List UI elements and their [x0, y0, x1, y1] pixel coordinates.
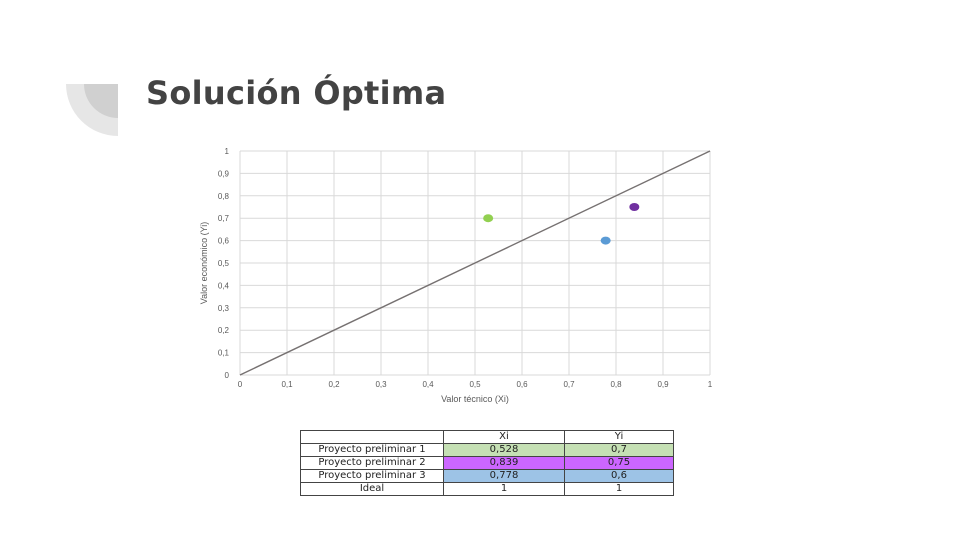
x-tick-label: 0,7 — [563, 380, 575, 389]
row-name: Ideal — [300, 482, 444, 496]
xi-cell: 0,839 — [443, 456, 565, 470]
corner-decoration — [66, 84, 118, 136]
table-header-cell: Yi — [564, 430, 674, 444]
slide-title: Solución Óptima — [146, 74, 447, 112]
y-tick-label: 0,9 — [218, 169, 230, 178]
table-header-row: Xi Yi — [300, 430, 674, 444]
y-tick-label: 0,8 — [218, 192, 230, 201]
x-tick-label: 0,9 — [657, 380, 669, 389]
x-tick-label: 0,4 — [422, 380, 434, 389]
x-tick-label: 0,5 — [469, 380, 481, 389]
y-tick-label: 0,7 — [218, 214, 230, 223]
x-tick-label: 1 — [708, 380, 713, 389]
yi-cell: 0,75 — [564, 456, 674, 470]
reference-line — [239, 150, 711, 376]
xi-cell: 0,778 — [443, 469, 565, 483]
y-tick-label: 1 — [225, 147, 230, 156]
table-row: Proyecto preliminar 2 0,839 0,75 — [300, 456, 674, 470]
x-tick-label: 0,1 — [281, 380, 293, 389]
y-tick-label: 0,1 — [218, 349, 230, 358]
y-tick-label: 0 — [225, 371, 230, 380]
data-point — [483, 214, 494, 223]
table-row: Proyecto preliminar 3 0,778 0,6 — [300, 469, 674, 483]
x-tick-label: 0,8 — [610, 380, 622, 389]
xi-cell: 0,528 — [443, 443, 565, 457]
table-row: Ideal 1 1 — [300, 482, 674, 496]
row-name: Proyecto preliminar 3 — [300, 469, 444, 483]
y-tick-label: 0,3 — [218, 304, 230, 313]
xi-cell: 1 — [443, 482, 565, 496]
data-point — [600, 236, 611, 245]
row-name: Proyecto preliminar 2 — [300, 456, 444, 470]
row-name: Proyecto preliminar 1 — [300, 443, 444, 457]
x-tick-label: 0 — [238, 380, 243, 389]
y-tick-label: 0,4 — [218, 281, 230, 290]
y-tick-label: 0,2 — [218, 326, 230, 335]
y-tick-label: 0,6 — [218, 237, 230, 246]
data-point — [629, 203, 640, 211]
yi-cell: 0,7 — [564, 443, 674, 457]
table-row: Proyecto preliminar 1 0,528 0,7 — [300, 443, 674, 457]
y-axis-title: Valor económico (Yi) — [199, 222, 209, 305]
table-header-cell — [300, 430, 444, 444]
yi-cell: 1 — [564, 482, 674, 496]
yi-cell: 0,6 — [564, 469, 674, 483]
x-tick-label: 0,6 — [516, 380, 528, 389]
data-table: Xi Yi Proyecto preliminar 1 0,528 0,7 Pr… — [300, 430, 674, 496]
x-axis-title: Valor técnico (Xi) — [441, 394, 509, 404]
x-tick-label: 0,2 — [328, 380, 340, 389]
y-tick-label: 0,5 — [218, 259, 230, 268]
x-tick-label: 0,3 — [375, 380, 387, 389]
table-header-cell: Xi — [443, 430, 565, 444]
